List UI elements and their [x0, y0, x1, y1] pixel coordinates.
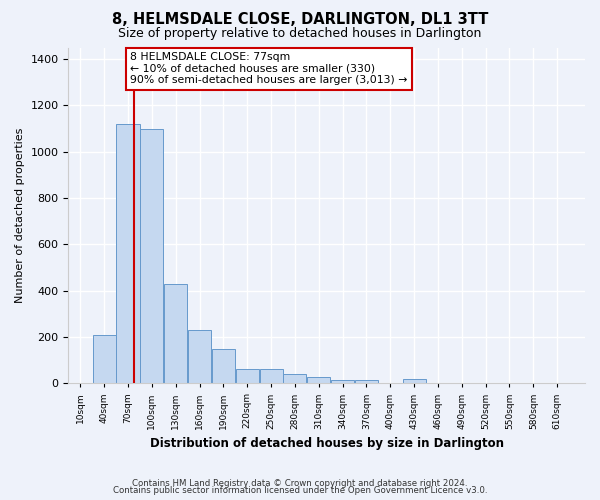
X-axis label: Distribution of detached houses by size in Darlington: Distribution of detached houses by size …	[150, 437, 504, 450]
Text: Size of property relative to detached houses in Darlington: Size of property relative to detached ho…	[118, 28, 482, 40]
Bar	[236, 370, 259, 384]
Bar	[260, 370, 283, 384]
Bar	[92, 334, 116, 384]
Bar	[355, 380, 378, 384]
Y-axis label: Number of detached properties: Number of detached properties	[15, 128, 25, 303]
Bar	[403, 378, 425, 384]
Bar	[331, 380, 354, 384]
Text: 8, HELMSDALE CLOSE, DARLINGTON, DL1 3TT: 8, HELMSDALE CLOSE, DARLINGTON, DL1 3TT	[112, 12, 488, 28]
Bar	[140, 128, 163, 384]
Text: Contains HM Land Registry data © Crown copyright and database right 2024.: Contains HM Land Registry data © Crown c…	[132, 478, 468, 488]
Bar	[212, 348, 235, 384]
Bar	[116, 124, 140, 384]
Bar	[188, 330, 211, 384]
Text: Contains public sector information licensed under the Open Government Licence v3: Contains public sector information licen…	[113, 486, 487, 495]
Text: 8 HELMSDALE CLOSE: 77sqm
← 10% of detached houses are smaller (330)
90% of semi-: 8 HELMSDALE CLOSE: 77sqm ← 10% of detach…	[130, 52, 408, 86]
Bar	[307, 378, 330, 384]
Bar	[164, 284, 187, 384]
Bar	[283, 374, 307, 384]
